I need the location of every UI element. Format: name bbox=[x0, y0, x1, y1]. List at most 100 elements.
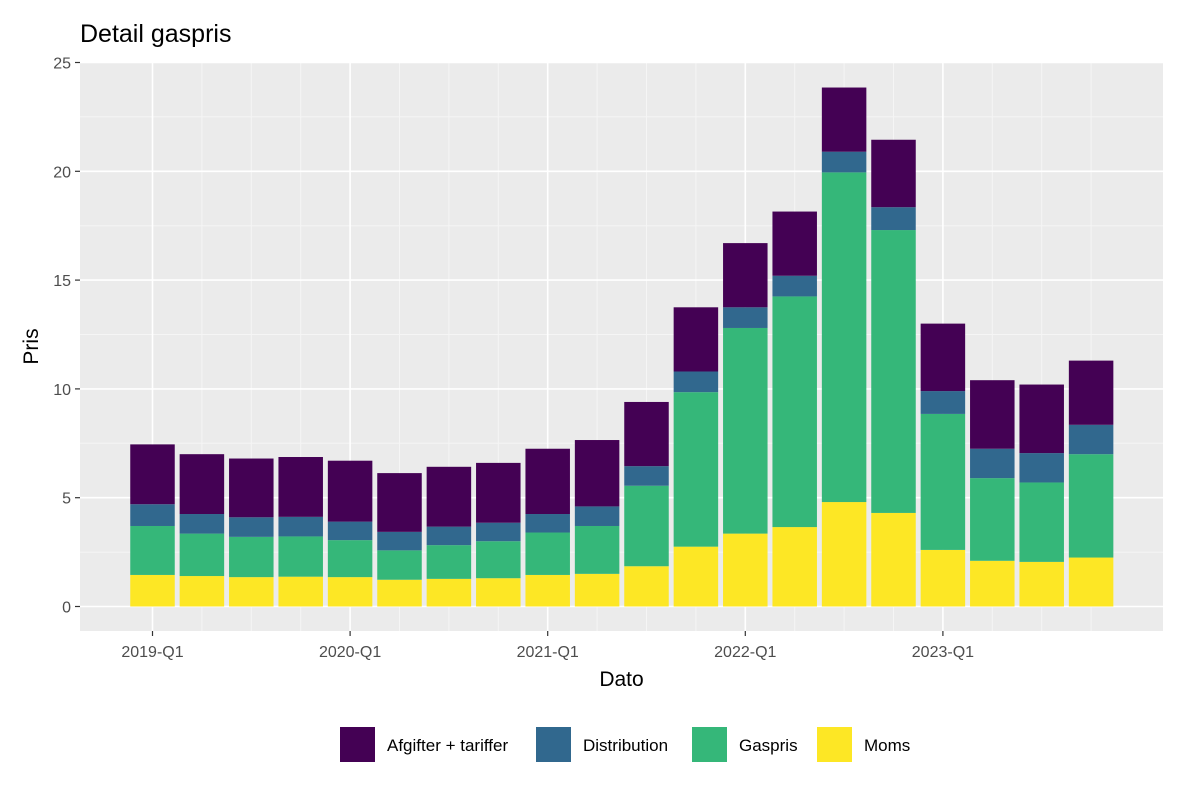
bar-segment-distribution bbox=[229, 517, 274, 537]
axes: 0 5 10 15 20 25 2019-Q1 2020-Q1 2021-Q1 2022-Q1 20… bbox=[53, 56, 974, 662]
y-tick-label: 10 bbox=[53, 382, 71, 399]
bar-segment-moms bbox=[871, 512, 916, 607]
bar-segment-gaspris bbox=[327, 540, 373, 578]
bar-segment-gaspris bbox=[1068, 454, 1114, 558]
bar-segment-afgifter-tariffer bbox=[821, 87, 867, 152]
bar-segment-distribution bbox=[130, 504, 175, 526]
bar-segment-moms bbox=[130, 574, 175, 607]
bar-segment-distribution bbox=[673, 371, 719, 393]
bar-segment-gaspris bbox=[970, 478, 1015, 561]
legend-key bbox=[536, 727, 571, 762]
bar-segment-gaspris bbox=[673, 392, 719, 547]
bar-segment-gaspris bbox=[229, 536, 274, 578]
bar-segment-gaspris bbox=[426, 545, 472, 579]
bar-segment-moms bbox=[476, 578, 521, 607]
bar-segment-distribution bbox=[278, 516, 323, 537]
bar-segment-afgifter-tariffer bbox=[229, 458, 274, 518]
bar-segment-afgifter-tariffer bbox=[525, 448, 570, 515]
bar-segment-afgifter-tariffer bbox=[871, 139, 916, 208]
bars bbox=[130, 87, 1114, 607]
bar-segment-moms bbox=[821, 502, 867, 607]
bar-segment-distribution bbox=[574, 506, 620, 526]
bar-segment-afgifter-tariffer bbox=[476, 462, 521, 523]
bar-segment-moms bbox=[723, 533, 768, 607]
bar-segment-gaspris bbox=[1019, 482, 1064, 562]
bar-segment-moms bbox=[377, 579, 422, 607]
y-tick-label: 15 bbox=[53, 273, 71, 290]
bar-segment-distribution bbox=[426, 526, 472, 546]
bar-segment-moms bbox=[574, 573, 620, 607]
bar-segment-afgifter-tariffer bbox=[673, 307, 719, 372]
bar-segment-gaspris bbox=[476, 541, 521, 579]
bar-segment-gaspris bbox=[871, 230, 916, 513]
bar-segment-gaspris bbox=[920, 413, 966, 550]
legend-key bbox=[340, 727, 375, 762]
legend-label: Moms bbox=[864, 736, 910, 755]
bar-segment-distribution bbox=[377, 531, 422, 551]
legend-key bbox=[692, 727, 727, 762]
bar-segment-afgifter-tariffer bbox=[920, 323, 966, 392]
y-tick-label: 25 bbox=[53, 56, 71, 73]
legend-label: Afgifter + tariffer bbox=[387, 736, 508, 755]
bar-segment-afgifter-tariffer bbox=[377, 473, 422, 532]
legend-key bbox=[817, 727, 852, 762]
bar-segment-afgifter-tariffer bbox=[278, 457, 323, 517]
bar-segment-distribution bbox=[821, 151, 867, 173]
bar-segment-distribution bbox=[970, 448, 1015, 479]
bar-segment-afgifter-tariffer bbox=[723, 243, 768, 308]
bar-segment-afgifter-tariffer bbox=[624, 401, 669, 467]
bar-segment-moms bbox=[772, 527, 817, 607]
bar-segment-moms bbox=[229, 577, 274, 607]
bar-segment-distribution bbox=[1068, 424, 1114, 455]
chart-title: Detail gaspris bbox=[80, 20, 231, 48]
bar-segment-afgifter-tariffer bbox=[179, 454, 225, 515]
bar-segment-gaspris bbox=[772, 296, 817, 528]
y-axis-title: Pris bbox=[20, 328, 43, 364]
bar-segment-moms bbox=[278, 576, 323, 607]
bar-segment-afgifter-tariffer bbox=[970, 380, 1015, 449]
bar-segment-gaspris bbox=[377, 550, 422, 580]
legend-label: Gaspris bbox=[739, 736, 798, 755]
bar-segment-distribution bbox=[327, 521, 373, 541]
bar-segment-afgifter-tariffer bbox=[772, 211, 817, 276]
x-tick-label: 2023-Q1 bbox=[912, 644, 974, 661]
bar-segment-distribution bbox=[525, 514, 570, 533]
bar-segment-moms bbox=[327, 577, 373, 607]
bar-segment-distribution bbox=[476, 522, 521, 542]
bar-segment-gaspris bbox=[574, 525, 620, 574]
bar-segment-distribution bbox=[920, 391, 966, 414]
bar-segment-afgifter-tariffer bbox=[426, 466, 472, 527]
bar-segment-moms bbox=[426, 578, 472, 607]
bar-segment-gaspris bbox=[723, 327, 768, 534]
bar-segment-distribution bbox=[723, 307, 768, 328]
bar-segment-moms bbox=[673, 546, 719, 607]
bar-segment-afgifter-tariffer bbox=[327, 460, 373, 522]
bar-segment-distribution bbox=[624, 466, 669, 486]
x-tick-label: 2019-Q1 bbox=[121, 644, 183, 661]
bar-segment-moms bbox=[525, 574, 570, 607]
bar-segment-distribution bbox=[179, 514, 225, 534]
y-tick-label: 20 bbox=[53, 164, 71, 181]
bar-segment-gaspris bbox=[821, 172, 867, 503]
bar-segment-distribution bbox=[871, 207, 916, 231]
x-axis-title: Dato bbox=[599, 668, 643, 691]
bar-segment-afgifter-tariffer bbox=[1068, 360, 1114, 425]
x-tick-label: 2022-Q1 bbox=[714, 644, 776, 661]
bar-segment-moms bbox=[624, 566, 669, 607]
bar-segment-distribution bbox=[1019, 453, 1064, 483]
legend-label: Distribution bbox=[583, 736, 668, 755]
bar-segment-moms bbox=[970, 560, 1015, 607]
bar-segment-gaspris bbox=[278, 536, 323, 577]
x-tick-label: 2020-Q1 bbox=[319, 644, 381, 661]
bar-segment-afgifter-tariffer bbox=[1019, 384, 1064, 454]
bar-segment-gaspris bbox=[130, 525, 175, 575]
bar-segment-distribution bbox=[772, 275, 817, 297]
bar-segment-afgifter-tariffer bbox=[130, 444, 175, 505]
y-tick-label: 5 bbox=[62, 491, 71, 508]
bar-segment-gaspris bbox=[525, 532, 570, 575]
bar-segment-gaspris bbox=[624, 485, 669, 567]
bar-segment-moms bbox=[920, 549, 966, 607]
y-tick-label: 0 bbox=[62, 600, 71, 617]
bar-segment-afgifter-tariffer bbox=[574, 440, 620, 507]
